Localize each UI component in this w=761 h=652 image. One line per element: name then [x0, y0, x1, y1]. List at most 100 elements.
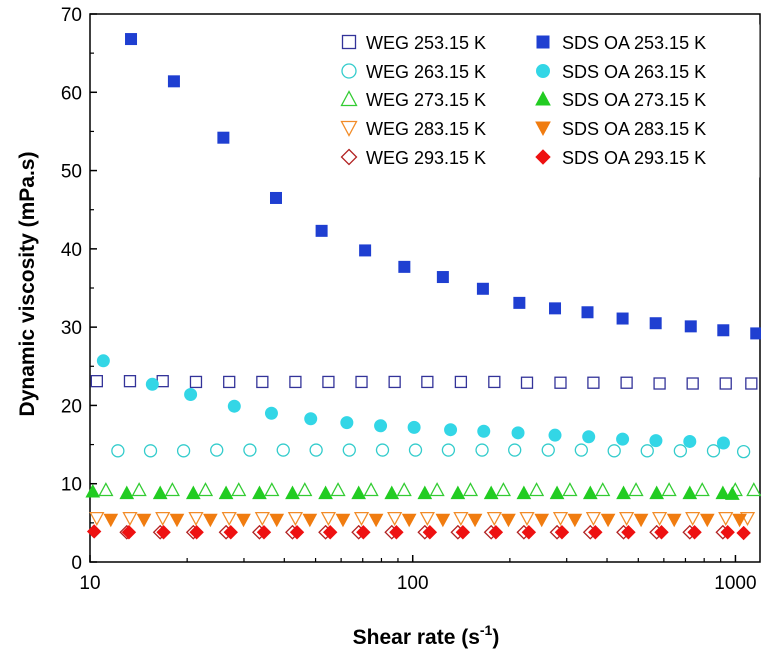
data-point — [359, 244, 372, 257]
data-point — [103, 513, 119, 528]
data-point — [269, 191, 282, 204]
series-0 — [90, 375, 758, 390]
data-point — [720, 525, 735, 540]
data-point — [746, 482, 761, 497]
data-point — [455, 525, 471, 540]
legend-label: WEG 263.15 K — [366, 62, 486, 82]
data-point — [513, 296, 526, 309]
data-point — [653, 377, 666, 390]
data-point — [495, 482, 512, 497]
data-point — [715, 485, 731, 500]
y-tick-label: 10 — [61, 475, 82, 496]
data-point — [649, 317, 662, 330]
data-point — [256, 525, 272, 540]
data-point — [122, 512, 138, 527]
legend-marker — [340, 90, 358, 107]
data-point — [152, 485, 168, 500]
data-point — [429, 482, 445, 497]
data-point — [511, 426, 525, 440]
data-point — [699, 513, 715, 528]
data-point — [716, 436, 730, 450]
data-point — [189, 525, 204, 540]
data-point — [203, 513, 218, 528]
data-point — [155, 512, 171, 527]
data-point — [706, 444, 721, 458]
data-point — [185, 485, 201, 500]
data-point — [724, 486, 740, 500]
data-point — [616, 432, 630, 446]
data-point — [739, 512, 756, 527]
data-point — [236, 513, 251, 528]
data-point — [582, 430, 596, 444]
data-point — [552, 512, 569, 527]
data-point — [649, 434, 663, 448]
data-point — [285, 485, 300, 500]
data-point — [363, 482, 379, 497]
data-point — [574, 443, 588, 457]
data-point — [269, 513, 285, 528]
data-point — [407, 420, 421, 434]
data-point — [387, 512, 403, 527]
data-point — [189, 375, 203, 389]
data-point — [335, 513, 351, 528]
data-point — [188, 512, 204, 527]
data-point — [125, 33, 138, 46]
data-point — [417, 485, 433, 500]
data-point — [243, 443, 257, 457]
data-point — [302, 513, 318, 528]
data-point — [682, 485, 698, 500]
data-point — [436, 271, 449, 284]
data-point — [477, 424, 491, 438]
data-point — [121, 525, 137, 540]
data-point — [651, 512, 668, 527]
data-point — [619, 512, 635, 527]
data-point — [684, 320, 697, 333]
legend-marker — [536, 64, 550, 78]
data-point — [197, 482, 214, 497]
data-point — [441, 443, 456, 457]
axis-ticks — [89, 13, 737, 563]
data-point — [111, 444, 125, 458]
legend-marker — [535, 149, 551, 165]
data-point — [217, 131, 230, 144]
data-point — [633, 513, 649, 528]
data-point — [520, 376, 534, 389]
data-point — [486, 512, 502, 527]
data-point — [528, 482, 545, 497]
data-point — [488, 375, 501, 389]
data-point — [595, 482, 611, 497]
data-point — [264, 406, 278, 420]
data-point — [521, 525, 537, 540]
legend-label: WEG 253.15 K — [366, 33, 486, 53]
series-6 — [96, 354, 730, 450]
legend-label: SDS OA 293.15 K — [562, 148, 706, 168]
data-point — [548, 428, 562, 442]
data-point — [119, 485, 135, 500]
data-point — [401, 513, 417, 528]
series-1 — [111, 443, 751, 459]
data-point — [289, 375, 302, 389]
data-point — [309, 443, 323, 457]
data-point — [388, 375, 401, 389]
legend-marker — [536, 35, 550, 49]
data-point — [736, 444, 751, 459]
data-point — [621, 525, 636, 540]
data-point — [96, 354, 110, 368]
data-point — [356, 525, 371, 540]
data-point — [694, 482, 710, 497]
data-point — [750, 327, 761, 340]
data-point — [330, 482, 346, 497]
data-point — [145, 377, 159, 391]
data-point — [501, 513, 516, 528]
data-point — [435, 513, 451, 528]
data-point — [673, 444, 688, 458]
data-point — [342, 443, 356, 457]
data-point — [567, 513, 583, 528]
data-point — [607, 444, 621, 458]
data-point — [616, 312, 629, 325]
data-point — [264, 482, 280, 497]
data-point — [221, 512, 237, 527]
data-point — [123, 375, 137, 388]
data-point — [287, 512, 304, 527]
